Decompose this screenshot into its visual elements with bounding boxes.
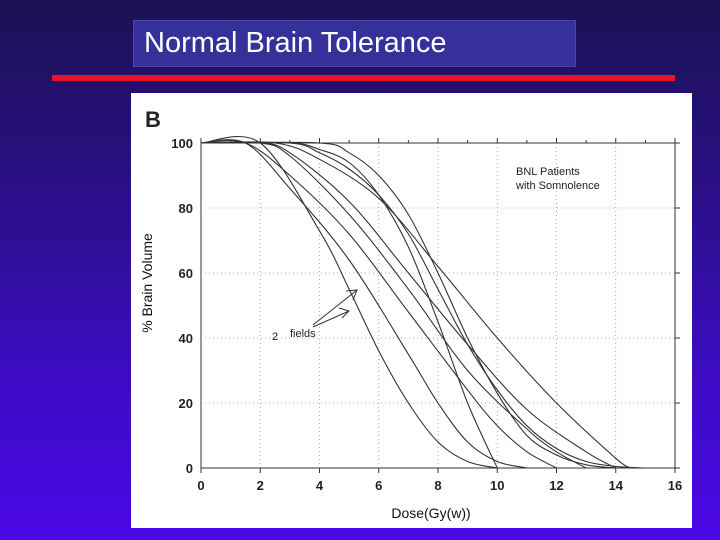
dvh-curve-7 — [200, 141, 646, 469]
y-tick-label: 20 — [179, 396, 193, 411]
annotation-layer: BNL Patients with Somnolence 2 fields — [272, 166, 600, 343]
title-underline — [52, 75, 675, 81]
annotation-bnl-line2: with Somnolence — [515, 180, 600, 192]
x-tick-label: 2 — [257, 478, 264, 493]
x-tick-label: 8 — [434, 478, 441, 493]
y-tick-label: 100 — [171, 136, 193, 151]
curve-layer — [200, 135, 646, 469]
y-tick-label: 0 — [186, 461, 193, 476]
annotation-fields-count: 2 — [272, 331, 278, 343]
dvh-curve-9 — [200, 141, 616, 469]
x-axis-label: Dose(Gy(w)) — [391, 505, 470, 521]
x-tick-label: 0 — [197, 478, 204, 493]
dvh-curve-5 — [200, 141, 617, 469]
chart-panel: B 0 2 4 6 8 10 12 14 16 0 20 40 60 80 100 BNL Patients… — [131, 93, 692, 528]
x-tick-label: 6 — [375, 478, 382, 493]
y-tick-label: 40 — [179, 331, 193, 346]
annotation-bnl-line1: BNL Patients — [516, 166, 580, 178]
panel-letter: B — [145, 107, 161, 132]
tick-layer: 0 2 4 6 8 10 12 14 16 0 20 40 60 80 100 — [171, 136, 682, 493]
annotation-arrow-2 — [312, 310, 350, 328]
y-tick-label: 60 — [179, 266, 193, 281]
dvh-curve-1 — [200, 135, 498, 469]
y-axis-label: % Brain Volume — [139, 233, 155, 333]
dvh-curve-2 — [200, 139, 528, 469]
x-tick-label: 4 — [316, 478, 324, 493]
annotation-fields-label: fields — [290, 328, 316, 340]
annotation-arrow-1 — [312, 289, 358, 326]
dvh-curve-6 — [200, 141, 631, 469]
slide-title: Normal Brain Tolerance — [144, 27, 447, 59]
x-tick-label: 10 — [490, 478, 504, 493]
grid-layer — [201, 143, 675, 468]
x-tick-label: 16 — [668, 478, 682, 493]
slide-title-box: Normal Brain Tolerance — [133, 20, 576, 67]
chart-svg: B 0 2 4 6 8 10 12 14 16 0 20 40 60 80 100 BNL Patients… — [139, 107, 682, 521]
annotation-arrow-2-head — [338, 307, 350, 319]
x-tick-label: 12 — [549, 478, 563, 493]
dvh-curve-3 — [200, 140, 557, 469]
x-tick-label: 14 — [609, 478, 624, 493]
dvh-curve-4 — [200, 141, 587, 469]
annotation-arrow-1-head — [345, 289, 358, 301]
dvh-curve-8 — [200, 141, 498, 469]
y-tick-label: 80 — [179, 201, 193, 216]
